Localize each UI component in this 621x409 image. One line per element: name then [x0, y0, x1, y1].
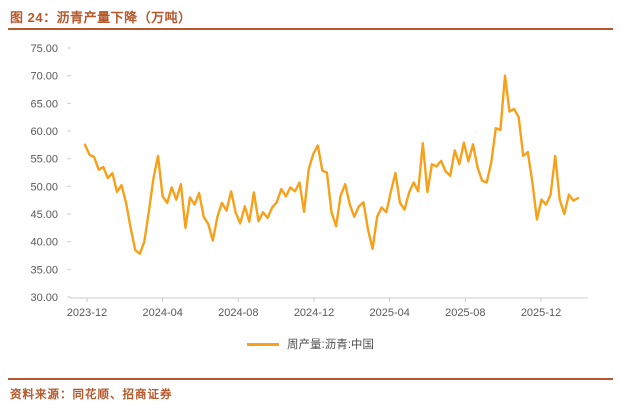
line-chart-canvas: 30.00 35.00 40.00 45.00 50.00 55.00 60.00 65.00… [30, 43, 588, 319]
x-axis-tick-label: 2024-04 [142, 307, 182, 319]
chart-legend: 周产量:沥青:中国 [0, 336, 621, 352]
x-axis-tick-label: 2023-12 [67, 307, 107, 319]
y-axis-tick-label: 65.00 [30, 98, 58, 110]
x-axis-tick-label: 2024-12 [294, 307, 334, 319]
y-axis-tick-label: 75.00 [30, 43, 58, 55]
series-line-weekly-asphalt-output [83, 74, 580, 256]
x-axis-tick-label: 2025-04 [369, 307, 409, 319]
y-axis-tick-label: 35.00 [30, 264, 58, 276]
x-axis-tick-label: 2024-08 [218, 307, 258, 319]
header-divider [8, 28, 613, 30]
y-axis-tick-label: 55.00 [30, 154, 58, 166]
y-axis-tick-label: 45.00 [30, 209, 58, 221]
y-axis-tick-label: 30.00 [30, 292, 58, 304]
figure-title: 图 24：沥青产量下降（万吨） [10, 10, 192, 25]
asphalt-production-chart: 30.00 35.00 40.00 45.00 50.00 55.00 60.00 65.00… [0, 32, 621, 324]
footer-divider [8, 378, 613, 380]
y-axis-tick-label: 50.00 [30, 181, 58, 193]
x-axis-tick-label: 2025-12 [521, 307, 561, 319]
legend-line-swatch [247, 342, 280, 346]
legend-series-label: 周产量:沥青:中国 [287, 339, 374, 351]
y-axis-tick-label: 60.00 [30, 126, 58, 138]
y-axis-tick-label: 70.00 [30, 71, 58, 83]
y-axis-tick-label: 40.00 [30, 237, 58, 249]
data-source-note: 资料来源：同花顺、招商证券 [10, 389, 173, 401]
x-axis-tick-label: 2025-08 [445, 307, 485, 319]
